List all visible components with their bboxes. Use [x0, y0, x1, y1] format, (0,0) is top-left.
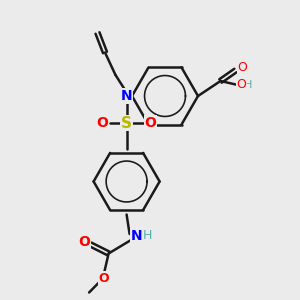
Text: N: N [121, 89, 132, 103]
Text: O: O [97, 116, 109, 130]
Text: S: S [121, 116, 132, 130]
Text: O: O [237, 61, 247, 74]
Text: N: N [130, 229, 142, 242]
Text: O: O [78, 235, 90, 248]
Text: H: H [142, 229, 152, 242]
Text: O: O [237, 78, 246, 92]
Text: O: O [99, 272, 110, 285]
Text: O: O [145, 116, 157, 130]
Text: H: H [244, 80, 253, 90]
